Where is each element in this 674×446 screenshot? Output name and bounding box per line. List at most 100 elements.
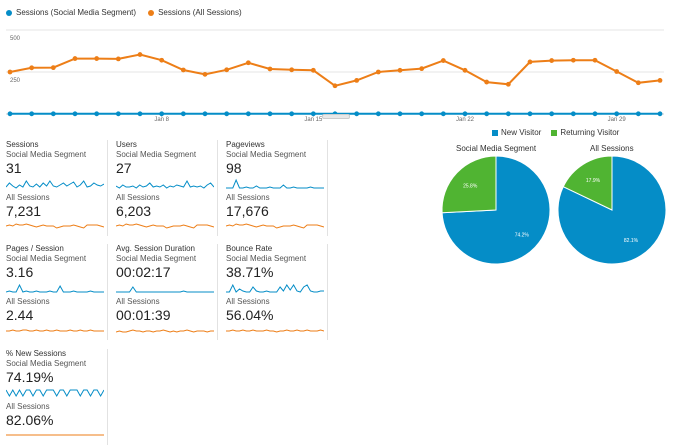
data-point-social[interactable]	[484, 111, 490, 117]
metric-title: Pages / Session	[6, 244, 64, 253]
data-point-all[interactable]	[527, 59, 533, 65]
data-point-all[interactable]	[375, 69, 381, 75]
metric-title: % New Sessions	[6, 349, 67, 358]
sparkline-path	[6, 329, 104, 332]
data-point-social[interactable]	[570, 111, 576, 117]
legend-item-social-sessions[interactable]: Sessions (Social Media Segment)	[6, 8, 136, 17]
data-point-all[interactable]	[289, 67, 295, 73]
metric-tile-bounce-rate[interactable]: Bounce Rate Social Media Segment 38.71% All…	[220, 244, 328, 340]
metric-tile--new-sessions[interactable]: % New Sessions Social Media Segment 74.19%…	[0, 349, 108, 445]
metric-title: Pageviews	[226, 140, 265, 149]
metric-segment-label: Social Media Segment	[116, 150, 197, 159]
metric-segment-value: 38.71%	[226, 264, 274, 280]
metric-tile-avg-session-duration[interactable]: Avg. Session Duration Social Media Segmen…	[110, 244, 218, 340]
sparkline-path	[116, 223, 214, 229]
data-point-all[interactable]	[462, 67, 468, 73]
pie-legend-returning-visitor[interactable]: Returning Visitor	[551, 128, 619, 137]
metric-tile-sessions[interactable]: Sessions Social Media Segment 31 All Sessio…	[0, 140, 108, 236]
data-point-social[interactable]	[419, 111, 425, 117]
data-point-all[interactable]	[549, 58, 555, 63]
data-point-all[interactable]	[397, 67, 403, 73]
data-point-all[interactable]	[484, 79, 490, 85]
data-point-social[interactable]	[115, 111, 121, 117]
metric-all-value: 2.44	[6, 307, 34, 323]
data-point-all[interactable]	[29, 65, 35, 71]
data-point-social[interactable]	[159, 111, 165, 117]
sessions-line-chart[interactable]: 500 250 Jan 8 Jan 15 Jan 22 Jan 29	[0, 22, 674, 122]
data-point-social[interactable]	[72, 111, 78, 117]
data-point-social[interactable]	[549, 111, 555, 117]
data-point-social[interactable]	[657, 111, 663, 117]
data-point-social[interactable]	[267, 111, 273, 117]
y-tick-label: 500	[10, 36, 21, 42]
data-point-social[interactable]	[7, 111, 13, 117]
data-point-all[interactable]	[267, 66, 273, 72]
data-point-social[interactable]	[245, 111, 251, 117]
data-point-all[interactable]	[72, 56, 78, 61]
data-point-social[interactable]	[635, 111, 641, 117]
data-point-social[interactable]	[375, 111, 381, 117]
data-point-social[interactable]	[527, 111, 533, 117]
tile-divider	[327, 140, 328, 236]
metric-tile-pages-session[interactable]: Pages / Session Social Media Segment 3.16 A…	[0, 244, 108, 340]
metric-all-label: All Sessions	[6, 297, 50, 306]
data-point-social[interactable]	[592, 111, 598, 117]
metric-segment-value: 27	[116, 160, 132, 176]
metric-all-value: 7,231	[6, 203, 42, 219]
sparkline-path	[226, 178, 324, 189]
data-point-all[interactable]	[50, 65, 56, 71]
data-point-all[interactable]	[505, 81, 511, 87]
data-point-social[interactable]	[94, 111, 100, 117]
data-point-social[interactable]	[180, 111, 186, 117]
data-point-social[interactable]	[397, 111, 403, 117]
data-point-all[interactable]	[224, 67, 230, 73]
data-point-social[interactable]	[29, 111, 35, 117]
data-point-all[interactable]	[440, 58, 446, 63]
data-point-social[interactable]	[462, 111, 468, 117]
data-point-all[interactable]	[570, 57, 576, 63]
data-point-all[interactable]	[245, 60, 251, 66]
data-point-all[interactable]	[180, 67, 186, 73]
data-point-all[interactable]	[354, 78, 360, 83]
data-point-social[interactable]	[202, 111, 208, 117]
data-point-social[interactable]	[354, 111, 360, 117]
data-point-social[interactable]	[310, 111, 316, 117]
pie-slice-returning-visitor[interactable]	[441, 155, 497, 214]
data-point-all[interactable]	[657, 78, 663, 83]
sparkline-path	[6, 283, 104, 293]
chart-resize-handle[interactable]	[322, 114, 350, 119]
data-point-social[interactable]	[50, 111, 56, 117]
metric-tile-users[interactable]: Users Social Media Segment 27 All Sessions 6…	[110, 140, 218, 236]
data-point-all[interactable]	[310, 67, 316, 73]
data-point-social[interactable]	[614, 111, 620, 117]
data-point-all[interactable]	[332, 83, 338, 89]
pie-slice-returning-visitor[interactable]	[562, 155, 613, 211]
data-point-social[interactable]	[289, 111, 295, 117]
x-tick-label: Jan 22	[456, 117, 475, 122]
data-point-social[interactable]	[224, 111, 230, 117]
metric-tile-pageviews[interactable]: Pageviews Social Media Segment 98 All Sessi…	[220, 140, 328, 236]
data-point-all[interactable]	[592, 57, 598, 63]
data-point-all[interactable]	[614, 69, 620, 74]
data-point-all[interactable]	[94, 56, 100, 61]
data-point-all[interactable]	[137, 52, 143, 57]
metric-segment-label: Social Media Segment	[6, 254, 87, 263]
pie-legend-new-visitor[interactable]: New Visitor	[492, 128, 541, 137]
tile-divider	[107, 244, 108, 340]
pie-chart-all[interactable]: 82.1% 17.9%	[556, 154, 668, 266]
data-point-all[interactable]	[419, 66, 425, 72]
data-point-all[interactable]	[7, 69, 13, 75]
legend-swatch-all	[148, 9, 155, 16]
data-point-all[interactable]	[159, 57, 165, 63]
data-point-all[interactable]	[635, 80, 641, 86]
data-point-social[interactable]	[505, 111, 511, 117]
pie-legend-label-new: New Visitor	[501, 128, 542, 137]
pie-chart-social[interactable]: 74.2% 25.8%	[440, 154, 552, 266]
data-point-all[interactable]	[115, 56, 121, 62]
pie-title-social: Social Media Segment	[456, 144, 537, 153]
legend-item-all-sessions[interactable]: Sessions (All Sessions)	[148, 8, 242, 17]
metric-sparkline-all	[6, 223, 104, 229]
data-point-social[interactable]	[137, 111, 143, 117]
data-point-all[interactable]	[202, 71, 208, 77]
data-point-social[interactable]	[440, 111, 446, 117]
